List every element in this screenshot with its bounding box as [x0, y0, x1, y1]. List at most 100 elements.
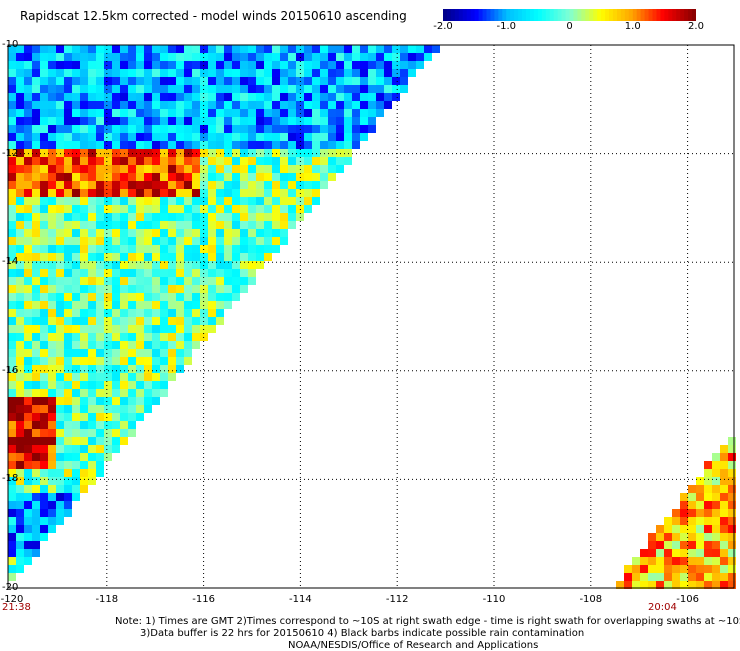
wind-cell [48, 181, 56, 189]
wind-cell [240, 165, 248, 173]
wind-cell [240, 53, 248, 61]
wind-cell [328, 61, 336, 69]
wind-cell [160, 277, 168, 285]
wind-cell [192, 245, 200, 253]
wind-cell [32, 213, 40, 221]
wind-cell [264, 157, 272, 165]
wind-cell [16, 61, 24, 69]
wind-cell [368, 69, 376, 77]
wind-cell [40, 421, 48, 429]
chart-title: Rapidscat 12.5km corrected - model winds… [20, 9, 407, 23]
wind-cell [184, 245, 192, 253]
wind-cell [288, 221, 296, 229]
wind-cell [144, 149, 152, 157]
wind-cell [40, 69, 48, 77]
wind-cell [56, 389, 64, 397]
wind-cell [728, 533, 736, 541]
wind-cell [96, 125, 104, 133]
wind-cell [168, 229, 176, 237]
wind-cell [48, 165, 56, 173]
colorbar-swatch [668, 9, 673, 21]
wind-cell [232, 157, 240, 165]
wind-cell [656, 533, 664, 541]
wind-cell [184, 77, 192, 85]
wind-cell [152, 317, 160, 325]
wind-cell [48, 173, 56, 181]
wind-cell [256, 189, 264, 197]
wind-cell [104, 69, 112, 77]
wind-cell [16, 221, 24, 229]
wind-cell [688, 493, 696, 501]
wind-cell [328, 165, 336, 173]
wind-cell [176, 61, 184, 69]
wind-cell [64, 45, 72, 53]
wind-cell [136, 77, 144, 85]
wind-cell [96, 333, 104, 341]
wind-cell [48, 469, 56, 477]
wind-cell [232, 189, 240, 197]
wind-cell [96, 397, 104, 405]
wind-cell [184, 221, 192, 229]
wind-cell [304, 45, 312, 53]
wind-cell [48, 293, 56, 301]
wind-cell [648, 573, 656, 581]
wind-cell [176, 333, 184, 341]
wind-cell [240, 205, 248, 213]
wind-cell [136, 109, 144, 117]
wind-cell [24, 125, 32, 133]
wind-cell [232, 109, 240, 117]
wind-cell [192, 173, 200, 181]
wind-cell [120, 173, 128, 181]
wind-cell [72, 125, 80, 133]
wind-cell [368, 85, 376, 93]
wind-cell [120, 93, 128, 101]
wind-cell [224, 221, 232, 229]
wind-cell [72, 253, 80, 261]
wind-cell [24, 293, 32, 301]
wind-cell [56, 117, 64, 125]
wind-cell [88, 469, 96, 477]
wind-cell [40, 85, 48, 93]
wind-cell [120, 389, 128, 397]
wind-cell [24, 205, 32, 213]
wind-cell [688, 501, 696, 509]
wind-cell [96, 77, 104, 85]
wind-cell [104, 389, 112, 397]
wind-cell [24, 533, 32, 541]
wind-cell [224, 261, 232, 269]
wind-cell [80, 261, 88, 269]
wind-cell [352, 69, 360, 77]
wind-cell [128, 229, 136, 237]
wind-cell [104, 85, 112, 93]
wind-cell [88, 101, 96, 109]
wind-cell [216, 269, 224, 277]
wind-cell [216, 277, 224, 285]
wind-cell [64, 485, 72, 493]
wind-cell [80, 45, 88, 53]
wind-cell [40, 501, 48, 509]
wind-cell [216, 181, 224, 189]
wind-cell [304, 53, 312, 61]
wind-cell [392, 61, 400, 69]
wind-cell [704, 469, 712, 477]
wind-cell [16, 213, 24, 221]
wind-cell [184, 341, 192, 349]
wind-cell [104, 365, 112, 373]
wind-cell [32, 293, 40, 301]
wind-cell [88, 421, 96, 429]
wind-cell [112, 357, 120, 365]
wind-cell [256, 109, 264, 117]
wind-cell [56, 45, 64, 53]
wind-cell [248, 245, 256, 253]
wind-cell [248, 205, 256, 213]
wind-cell [184, 125, 192, 133]
wind-cell [664, 549, 672, 557]
wind-cell [136, 229, 144, 237]
wind-cell [144, 205, 152, 213]
wind-cell [424, 45, 432, 53]
wind-cell [408, 45, 416, 53]
wind-cell [104, 221, 112, 229]
colorbar-swatch [470, 9, 476, 21]
wind-cell [320, 149, 328, 157]
wind-cell [136, 261, 144, 269]
